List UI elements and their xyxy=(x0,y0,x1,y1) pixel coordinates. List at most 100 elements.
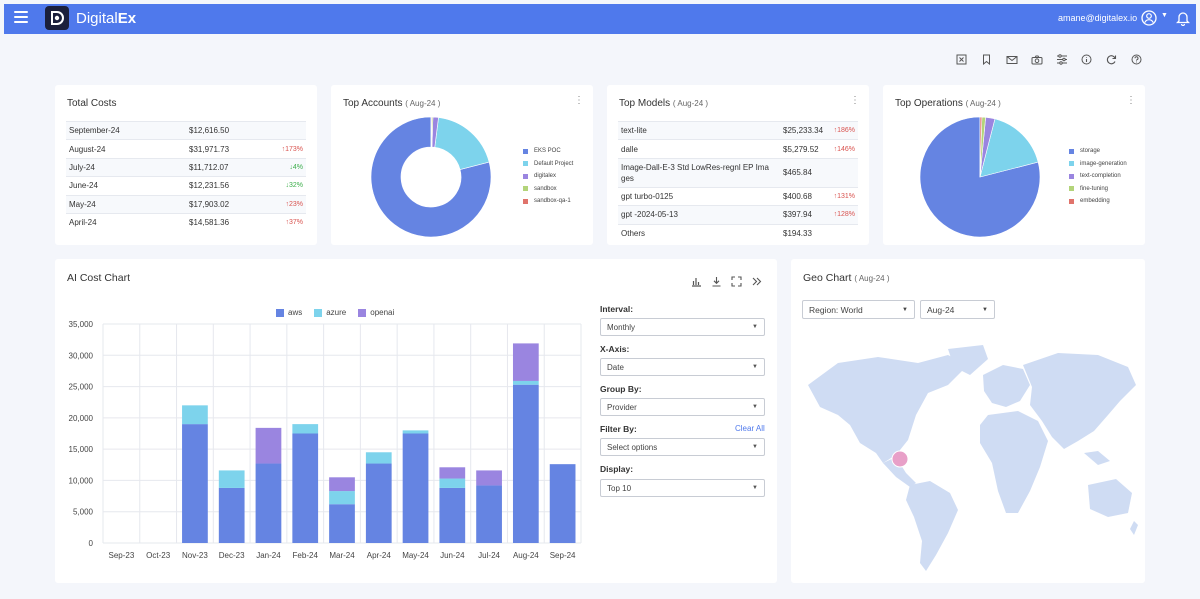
kebab-menu-icon[interactable]: ⋮ xyxy=(1126,95,1136,106)
legend-label: storage xyxy=(1080,148,1101,155)
legend-label: text-completion xyxy=(1080,173,1121,180)
legend-item[interactable]: image-generation xyxy=(1069,158,1127,171)
bar-aws-sep-24[interactable] xyxy=(549,464,576,543)
interval-select[interactable]: Monthly ▼ xyxy=(600,318,765,336)
filter-select[interactable]: Select options ▼ xyxy=(600,438,765,456)
clear-all-link[interactable]: Clear All xyxy=(735,424,765,433)
bar-openai-jul-24[interactable] xyxy=(476,470,502,486)
legend-item[interactable]: sandbox xyxy=(523,183,573,196)
groupby-select[interactable]: Provider ▼ xyxy=(600,398,765,416)
y-tick-label: 25,000 xyxy=(69,383,94,392)
table-row: September-24 $12,616.50 xyxy=(66,120,306,140)
table-row: May-24 $17,903.02 ↑23% xyxy=(66,194,306,214)
bar-azure-apr-24[interactable] xyxy=(365,452,392,464)
sliders-icon[interactable] xyxy=(1055,53,1068,66)
amount-cell: $11,712.07 xyxy=(186,157,266,177)
bar-aws-jan-24[interactable] xyxy=(255,463,282,543)
bar-openai-aug-24[interactable] xyxy=(512,343,539,381)
change-cell: ↑173% xyxy=(266,139,306,159)
month-cell: June-24 xyxy=(66,176,186,196)
pie-slice-image-generation[interactable] xyxy=(979,118,1039,178)
bar-openai-mar-24[interactable] xyxy=(329,477,355,492)
bar-azure-mar-24[interactable] xyxy=(329,491,355,505)
legend-swatch xyxy=(276,308,284,317)
bar-azure-aug-24[interactable] xyxy=(512,380,539,385)
bar-azure-jun-24[interactable] xyxy=(439,478,466,488)
bar-aws-may-24[interactable] xyxy=(402,433,429,544)
legend-item[interactable]: embedding xyxy=(1069,195,1127,208)
legend-item[interactable]: digitalex xyxy=(523,170,573,183)
kebab-menu-icon[interactable]: ⋮ xyxy=(850,95,860,106)
bar-azure-may-24[interactable] xyxy=(402,430,429,434)
change-cell: ↑186% xyxy=(826,120,858,140)
camera-icon[interactable] xyxy=(1030,53,1043,66)
pie-slice-sandbox-qa-1[interactable] xyxy=(430,116,433,148)
info-icon[interactable] xyxy=(1080,53,1093,66)
legend-item[interactable]: Default Project xyxy=(523,158,573,171)
bar-aws-feb-24[interactable] xyxy=(292,433,319,544)
legend-swatch xyxy=(523,173,528,179)
legend-label: sandbox-qa-1 xyxy=(534,198,571,205)
bar-chart-icon[interactable] xyxy=(691,276,702,287)
model-name-cell: gpt turbo-0125 xyxy=(618,186,780,206)
hamburger-menu-icon[interactable] xyxy=(14,11,28,25)
table-row: gpt turbo-0125 $400.68 ↑131% xyxy=(618,186,858,206)
pie-slice-eks-poc[interactable] xyxy=(370,116,492,238)
bar-openai-jun-24[interactable] xyxy=(439,467,466,479)
legend-item-openai[interactable]: openai xyxy=(358,308,394,317)
bar-chart-legend: aws azure openai xyxy=(276,308,394,317)
user-email[interactable]: amane@digitalex.io xyxy=(1058,13,1138,23)
bar-aws-mar-24[interactable] xyxy=(329,504,355,543)
table-row: Others $194.33 xyxy=(618,223,858,243)
legend-item[interactable]: sandbox-qa-1 xyxy=(523,195,573,208)
legend-item[interactable]: storage xyxy=(1069,145,1127,158)
excel-icon[interactable] xyxy=(955,53,968,66)
geo-marker[interactable] xyxy=(891,450,909,468)
legend-item[interactable]: text-completion xyxy=(1069,170,1127,183)
pie-slice-embedding[interactable] xyxy=(979,116,983,178)
bar-aws-aug-24[interactable] xyxy=(512,384,539,543)
legend-item[interactable]: fine-tuning xyxy=(1069,183,1127,196)
collapse-icon[interactable] xyxy=(751,276,762,287)
bar-azure-feb-24[interactable] xyxy=(292,424,319,434)
world-map[interactable] xyxy=(798,345,1138,575)
legend-item-aws[interactable]: aws xyxy=(276,308,302,317)
bar-aws-apr-24[interactable] xyxy=(365,463,392,543)
amount-cell: $17,903.02 xyxy=(186,194,266,214)
y-tick-label: 20,000 xyxy=(69,414,94,423)
region-select[interactable]: Region: World ▼ xyxy=(802,300,915,319)
mail-icon[interactable] xyxy=(1005,53,1018,66)
bar-azure-nov-23[interactable] xyxy=(182,405,208,425)
refresh-icon[interactable] xyxy=(1105,53,1118,66)
amount-cell: $400.68 xyxy=(780,186,827,206)
bookmark-icon[interactable] xyxy=(980,53,993,66)
xaxis-select[interactable]: Date ▼ xyxy=(600,358,765,376)
chevron-down-icon: ▼ xyxy=(752,404,758,410)
pie-slice-default-project[interactable] xyxy=(434,117,490,170)
bar-aws-dec-23[interactable] xyxy=(218,487,245,543)
download-icon[interactable] xyxy=(711,276,722,287)
user-avatar-icon[interactable] xyxy=(1141,10,1157,26)
month-select[interactable]: Aug-24 ▼ xyxy=(920,300,995,319)
fullscreen-icon[interactable] xyxy=(731,276,742,287)
bar-azure-dec-23[interactable] xyxy=(218,470,245,488)
bar-aws-jun-24[interactable] xyxy=(439,487,466,543)
user-menu-chevron-icon[interactable]: ▼ xyxy=(1161,12,1168,19)
display-select[interactable]: Top 10 ▼ xyxy=(600,479,765,497)
chevron-down-icon: ▼ xyxy=(982,306,988,313)
bar-openai-jan-24[interactable] xyxy=(255,427,282,464)
bell-icon[interactable] xyxy=(1176,10,1190,26)
change-cell xyxy=(826,223,858,243)
kebab-menu-icon[interactable]: ⋮ xyxy=(574,95,584,106)
bar-aws-nov-23[interactable] xyxy=(182,424,208,543)
ai-cost-chart-title: AI Cost Chart xyxy=(67,272,131,284)
amount-cell: $465.84 xyxy=(780,157,827,188)
legend-item[interactable]: EKS POC xyxy=(523,145,573,158)
total-costs-table: September-24 $12,616.50 August-24 $31,971.7… xyxy=(66,120,306,232)
bar-aws-jul-24[interactable] xyxy=(476,485,502,543)
help-icon[interactable] xyxy=(1130,53,1143,66)
y-tick-label: 15,000 xyxy=(69,445,94,454)
legend-item-azure[interactable]: azure xyxy=(314,308,346,317)
filter-label: Filter By: xyxy=(600,424,637,434)
x-tick-label: Jun-24 xyxy=(440,551,465,560)
